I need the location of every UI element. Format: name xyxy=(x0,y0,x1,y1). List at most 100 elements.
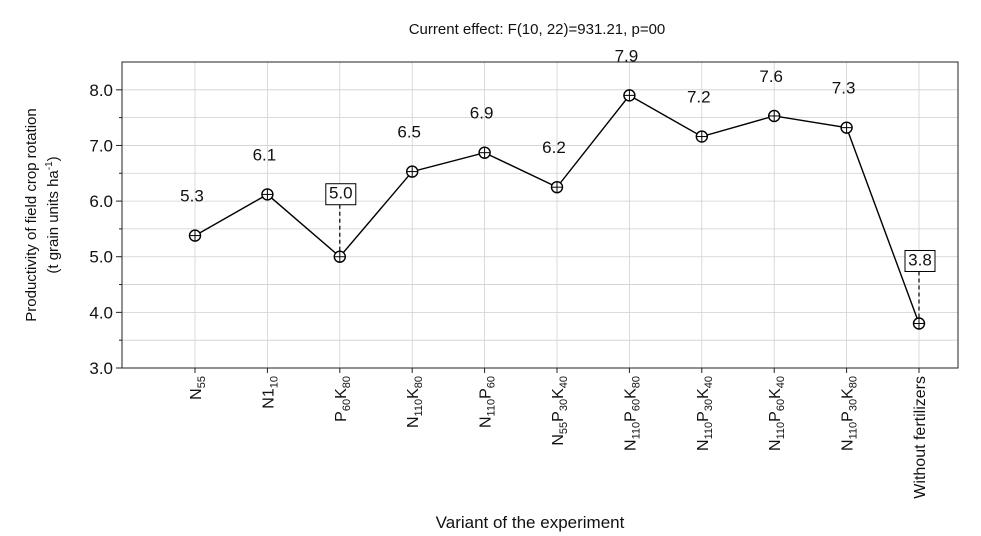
data-label-box xyxy=(904,249,936,272)
data-point xyxy=(695,130,708,143)
data-label: 7.9 xyxy=(615,46,639,65)
data-point xyxy=(623,89,636,102)
y-tick-label: 4.0 xyxy=(89,303,113,322)
data-point xyxy=(550,180,564,194)
grid-lines xyxy=(122,61,958,369)
x-tick-label-subscript: 80 xyxy=(630,376,642,388)
x-tick-label: N110P60 xyxy=(478,376,498,428)
y-axis-ticks: 3.0 4.0 5.0 6.0 7.0 8.0 xyxy=(89,81,122,378)
x-tick-label-text: K xyxy=(550,388,567,399)
x-tick-label-subscript: 60 xyxy=(341,399,353,411)
x-tick-label-text: N xyxy=(840,439,857,451)
x-tick-label-text: N1 xyxy=(260,388,277,409)
x-tick-label-text: K xyxy=(767,388,784,399)
data-label: 7.2 xyxy=(687,88,711,107)
x-tick-label-subscript: 110 xyxy=(413,399,425,417)
plot-frame xyxy=(121,61,959,369)
x-tick-label-subscript: 60 xyxy=(775,399,787,411)
x-tick-label: N110P60K80 xyxy=(622,376,642,451)
x-tick-label-subscript: 80 xyxy=(413,376,425,388)
x-tick-label-text: K xyxy=(840,388,857,399)
data-label: 7.6 xyxy=(759,67,783,86)
x-tick-label-subscript: 110 xyxy=(486,399,498,417)
x-tick-label-text: K xyxy=(622,388,639,399)
data-point xyxy=(188,229,202,242)
x-tick-label-text: P xyxy=(767,411,784,422)
x-tick-label-subscript: 40 xyxy=(775,376,787,388)
data-label: 5.0 xyxy=(329,184,353,203)
x-axis-ticks: N55N110P60K80N110K80N110P60N55P30K40N110… xyxy=(188,368,929,499)
x-tick-label-text: P xyxy=(333,411,350,422)
x-tick-label-text: P xyxy=(478,388,495,399)
x-tick-label-text: P xyxy=(840,411,857,422)
x-tick-label-subscript: 30 xyxy=(558,399,570,411)
x-tick-label-subscript: 110 xyxy=(848,422,860,440)
x-tick-label: N110P30K80 xyxy=(840,376,860,451)
x-tick-label: N110P30K40 xyxy=(695,376,715,451)
data-labels: 5.3 6.1 5.0 6.5 6.9 6.2 7.9 7.2 7.6 7.3 3.8 xyxy=(180,46,936,318)
x-tick-label-subscript: 30 xyxy=(848,399,860,411)
x-tick-label-text: N xyxy=(550,434,567,446)
x-tick-label: P60K80 xyxy=(333,376,353,422)
x-tick-label-text: N xyxy=(478,416,495,428)
x-tick-label: Without fertilizers xyxy=(912,376,929,499)
x-tick-label-subscript: 30 xyxy=(703,399,715,411)
y-axis-label: Productivity of field crop rotation xyxy=(23,108,40,321)
x-tick-label-text: K xyxy=(405,388,422,399)
data-label: 6.2 xyxy=(542,138,566,157)
x-tick-label-text: N xyxy=(405,416,422,428)
x-tick-label-text: K xyxy=(333,388,350,399)
x-tick-label-subscript: 80 xyxy=(848,376,860,388)
x-tick-label: N110K80 xyxy=(405,376,425,428)
x-tick-label-subscript: 40 xyxy=(703,376,715,388)
data-point xyxy=(912,317,926,330)
data-point xyxy=(333,250,346,263)
data-points xyxy=(188,89,926,330)
data-point xyxy=(261,188,274,201)
x-tick-label-text: N xyxy=(622,439,639,451)
y-tick-label: 8.0 xyxy=(89,81,113,100)
x-tick-label-subscript: 60 xyxy=(486,376,498,388)
y-tick-label: 5.0 xyxy=(89,248,113,267)
x-tick-label-subscript: 55 xyxy=(196,376,208,388)
data-label: 6.5 xyxy=(397,123,421,142)
x-tick-label: N55 xyxy=(188,376,208,400)
data-point xyxy=(840,121,853,134)
data-point xyxy=(478,146,491,159)
y-axis-label-units: (t grain units ha-1) xyxy=(44,156,62,273)
x-tick-label-text: P xyxy=(695,411,712,422)
data-label: 6.1 xyxy=(253,145,277,164)
y-tick-label: 6.0 xyxy=(89,192,113,211)
axes xyxy=(121,61,959,369)
x-tick-label: N110 xyxy=(260,376,280,409)
y-tick-label: 3.0 xyxy=(89,359,113,378)
data-label: 3.8 xyxy=(908,250,932,269)
data-point xyxy=(768,109,781,123)
data-label-box xyxy=(325,183,357,206)
chart-title: Current effect: F(10, 22)=931.21, p=00 xyxy=(409,21,666,38)
x-tick-label-subscript: 110 xyxy=(775,422,787,440)
x-tick-label-subscript: 110 xyxy=(630,422,642,440)
y-axis-label-units-main: (t grain units ha xyxy=(45,170,62,274)
data-label: 6.9 xyxy=(470,104,494,123)
y-tick-label: 7.0 xyxy=(89,136,113,155)
data-label: 5.3 xyxy=(180,187,204,206)
x-tick-label-subscript: 55 xyxy=(558,422,570,434)
x-tick-label-text: P xyxy=(550,411,567,422)
x-tick-label-subscript: 10 xyxy=(268,376,280,388)
x-tick-label: N55P30K40 xyxy=(550,376,570,446)
x-tick-label-subscript: 110 xyxy=(703,422,715,440)
y-axis-label-units-close: ) xyxy=(45,156,62,161)
x-tick-label-subscript: 80 xyxy=(341,376,353,388)
x-axis-label: Variant of the experiment xyxy=(436,513,625,532)
y-axis-label-units-sup: -1 xyxy=(44,161,55,170)
x-tick-label-subscript: 60 xyxy=(630,399,642,411)
x-tick-label-text: Without fertilizers xyxy=(912,376,929,499)
x-tick-label-text: N xyxy=(695,439,712,451)
data-point xyxy=(406,165,419,178)
x-tick-label-subscript: 40 xyxy=(558,376,570,388)
x-tick-label-text: N xyxy=(188,388,205,400)
x-tick-label-text: K xyxy=(695,388,712,399)
x-tick-label-text: N xyxy=(767,439,784,451)
